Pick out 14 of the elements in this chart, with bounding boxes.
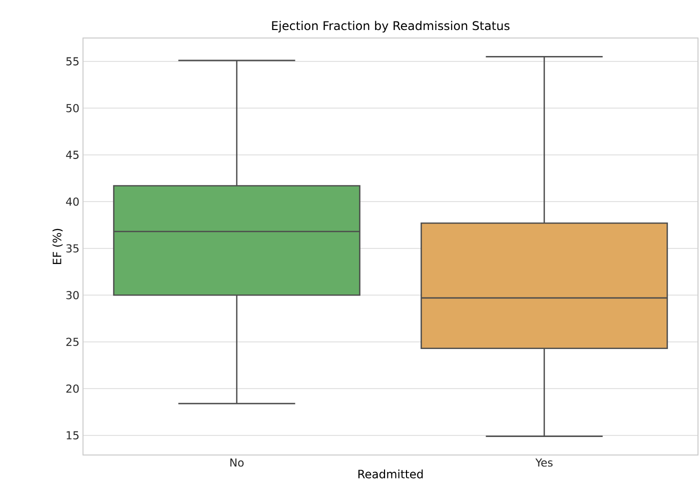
chart-title: Ejection Fraction by Readmission Status xyxy=(272,20,510,32)
y-tick-label: 20 xyxy=(66,384,79,393)
y-axis-title: EF (%) xyxy=(52,228,63,264)
x-tick-label: Yes xyxy=(535,458,553,467)
y-tick-label: 35 xyxy=(66,244,79,253)
y-tick-label: 30 xyxy=(66,290,79,300)
y-tick-label: 50 xyxy=(66,104,79,112)
y-tick-label: 15 xyxy=(66,431,79,440)
y-tick-label: 45 xyxy=(66,150,79,159)
y-tick-label: 25 xyxy=(66,338,79,346)
y-tick-label: 55 xyxy=(66,57,79,66)
x-axis-title: Readmitted xyxy=(358,470,423,478)
y-tick-label: 40 xyxy=(66,197,79,206)
x-tick-label: No xyxy=(230,458,244,467)
